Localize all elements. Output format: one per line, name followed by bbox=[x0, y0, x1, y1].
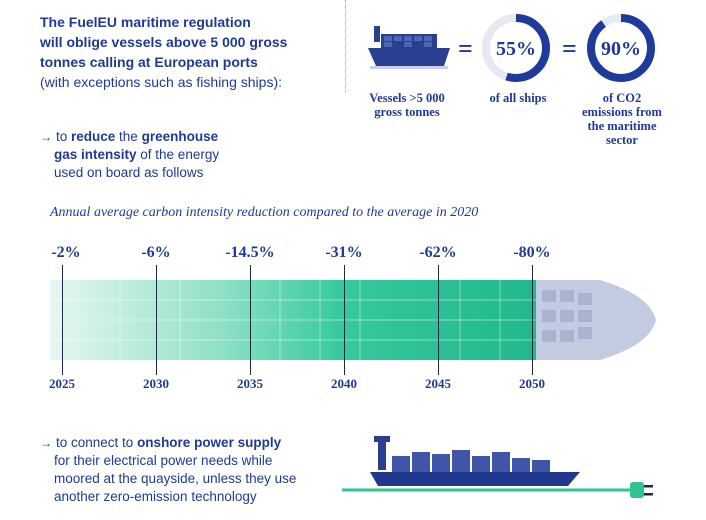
bullet2-line-2: for their electrical power needs while bbox=[54, 453, 273, 468]
reduction-label-2035: -14.5% bbox=[225, 244, 275, 261]
bullet1-post1: of the energy bbox=[136, 147, 220, 162]
bullet1-post2: used on board as follows bbox=[54, 165, 204, 180]
timeline-marker-2030 bbox=[156, 265, 158, 375]
year-label-2035: 2035 bbox=[237, 376, 263, 391]
emissions-caption-line-3: the maritime bbox=[587, 119, 657, 133]
equals-sign-2: = bbox=[562, 34, 577, 63]
equals-sign-1: = bbox=[458, 34, 473, 63]
bullet2-pre: to connect to bbox=[56, 435, 138, 450]
vessels-caption: Vessels >5 000 gross tonnes bbox=[352, 91, 462, 119]
electric-plug-icon bbox=[630, 482, 653, 498]
bullet1-pre: to bbox=[56, 129, 72, 144]
ships-share-value: 55% bbox=[496, 38, 536, 60]
bullet1-strong-reduce: reduce bbox=[71, 129, 116, 144]
year-label-2025: 2025 bbox=[49, 376, 75, 391]
bullet-arrow-icon: → bbox=[40, 436, 52, 450]
intro-line-4: (with exceptions such as fishing ships): bbox=[40, 74, 282, 90]
timeline-marker-2050 bbox=[532, 265, 534, 375]
ships-caption: of all ships bbox=[489, 91, 547, 105]
ring-fill bbox=[482, 14, 550, 82]
year-label-2045: 2045 bbox=[425, 376, 451, 391]
moored-ship-graphic bbox=[370, 436, 580, 486]
onshore-power-bullet: → to connect to onshore power supply for … bbox=[40, 434, 340, 506]
emissions-caption-line-1: of CO2 bbox=[602, 91, 642, 105]
reduction-label-2040: -31% bbox=[325, 244, 363, 261]
year-label-2040: 2040 bbox=[331, 376, 357, 391]
timeline-ship-graphic bbox=[50, 280, 656, 360]
regulation-intro: The FuelEU maritime regulation will obli… bbox=[40, 12, 330, 92]
container-grid bbox=[50, 280, 536, 360]
vessels-caption-line-1: Vessels >5 000 bbox=[369, 91, 445, 105]
reduce-intensity-bullet: → to reduce the greenhouse gas intensity … bbox=[40, 128, 260, 182]
bullet1-strong-greenhouse: greenhouse bbox=[141, 129, 219, 144]
emissions-caption-line-4: sector bbox=[606, 133, 638, 147]
reduction-label-2045: -62% bbox=[419, 244, 457, 261]
intro-line-2: will oblige vessels above 5 000 gross bbox=[40, 34, 288, 50]
vessels-caption-line-2: gross tonnes bbox=[374, 105, 440, 119]
timeline-title: Annual average carbon intensity reductio… bbox=[50, 205, 479, 220]
emissions-caption-line-2: emissions from bbox=[582, 105, 662, 119]
header-divider bbox=[345, 0, 346, 92]
bullet1-mid: the bbox=[115, 129, 142, 144]
bullet2-line-4: another zero-emission technology bbox=[54, 489, 257, 504]
reduction-label-2030: -6% bbox=[141, 244, 171, 261]
bullet2-strong: onshore power supply bbox=[137, 435, 282, 450]
bullet-arrow-icon: → bbox=[40, 130, 52, 144]
bullet2-line-3: moored at the quayside, unless they use bbox=[54, 471, 297, 486]
intro-line-3: tonnes calling at European ports bbox=[40, 54, 258, 70]
emissions-caption: of CO2 emissions from the maritime secto… bbox=[572, 91, 672, 147]
timeline-marker-2040 bbox=[344, 265, 346, 375]
container-ship-icon bbox=[368, 26, 450, 69]
emissions-share-value: 90% bbox=[601, 38, 641, 60]
reduction-label-2050: -80% bbox=[513, 244, 551, 261]
timeline-marker-2025 bbox=[62, 265, 64, 375]
bullet1-strong-gas-intensity: gas intensity bbox=[54, 147, 137, 162]
reduction-label-2025: -2% bbox=[51, 244, 81, 261]
intensity-reduction-bar bbox=[50, 280, 536, 360]
timeline-marker-2035 bbox=[250, 265, 252, 375]
intro-line-1: The FuelEU maritime regulation bbox=[40, 14, 251, 30]
year-label-2050: 2050 bbox=[519, 376, 545, 391]
shore-power-ship-icon bbox=[342, 436, 653, 498]
ring-fill bbox=[587, 14, 655, 82]
ships-share-ring: 55% bbox=[482, 14, 550, 82]
year-label-2030: 2030 bbox=[143, 376, 169, 391]
timeline-marker-2045 bbox=[438, 265, 440, 375]
bow-containers bbox=[542, 290, 592, 342]
emissions-share-ring: 90% bbox=[587, 14, 655, 82]
